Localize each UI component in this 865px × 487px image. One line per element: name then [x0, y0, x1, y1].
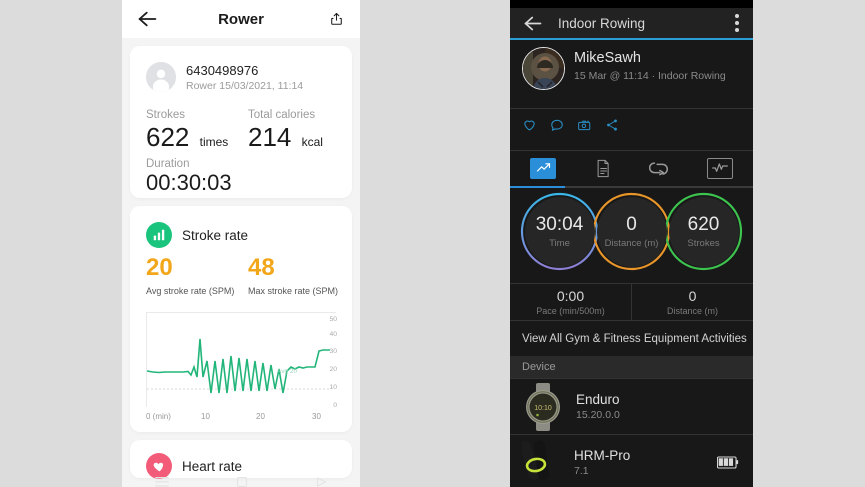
- svg-text:50: 50: [329, 316, 337, 323]
- svg-text:10: 10: [329, 384, 337, 391]
- svg-text:10:10: 10:10: [534, 405, 552, 412]
- svg-text:Avg 20: Avg 20: [277, 368, 298, 375]
- svg-text:20: 20: [329, 366, 337, 373]
- svg-text:30: 30: [329, 348, 337, 355]
- svg-text:40: 40: [329, 331, 337, 338]
- svg-text:0: 0: [333, 402, 337, 409]
